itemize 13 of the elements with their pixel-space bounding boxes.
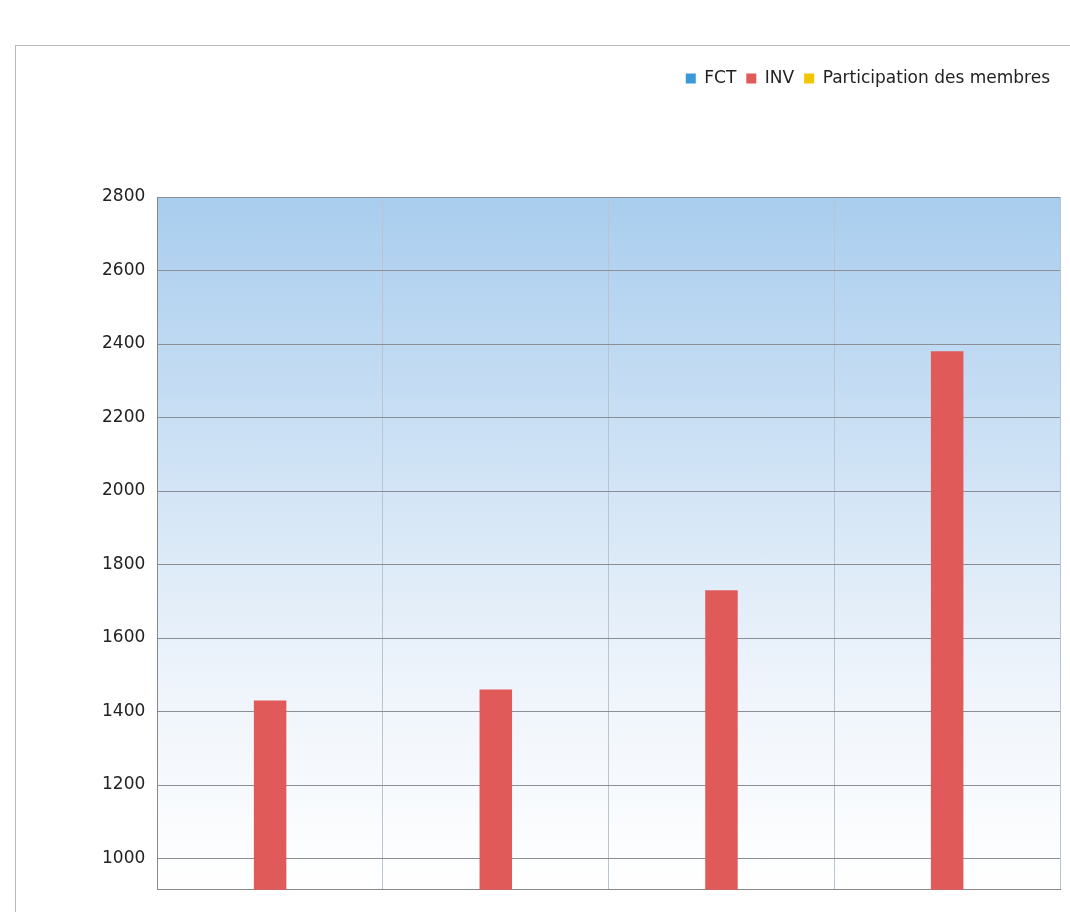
y-tick-label: 2400	[102, 332, 146, 353]
legend-label: FCT	[704, 66, 737, 87]
legend-label: INV	[764, 66, 795, 87]
y-tick-label: 1400	[102, 699, 146, 720]
y-tick-label: 2600	[102, 258, 146, 279]
legend-label: Participation des membres	[822, 66, 1051, 87]
y-tick-label: 2200	[102, 405, 146, 426]
y-tick-label: 1000	[102, 846, 146, 867]
y-tick-label: 1600	[102, 626, 146, 647]
y-tick-label: 2000	[102, 479, 146, 500]
y-tick-label: 1200	[102, 773, 146, 794]
y-tick-label: 1800	[102, 552, 146, 573]
y-tick-label: 2800	[102, 185, 146, 206]
